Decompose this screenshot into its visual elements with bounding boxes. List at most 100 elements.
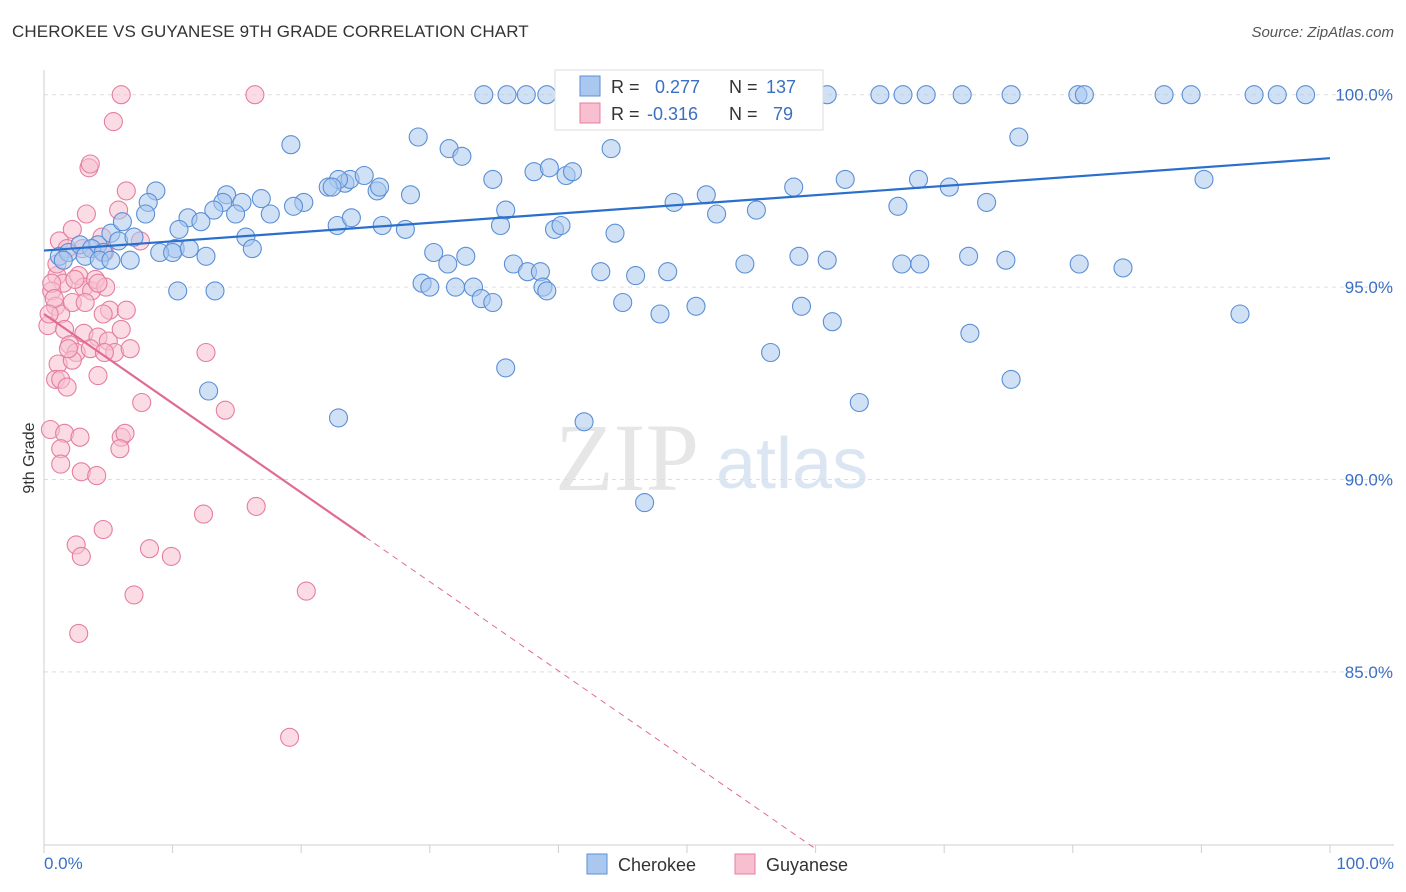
guyanese-point [246, 496, 266, 516]
cherokee-point [916, 85, 936, 105]
cherokee-point [226, 204, 246, 224]
cherokee-point [789, 246, 809, 266]
cherokee-point [199, 381, 219, 401]
cherokee-point [601, 139, 621, 159]
cherokee-point [452, 146, 472, 166]
legend-swatch-guyanese [579, 102, 601, 124]
watermark: ZIP atlas [555, 404, 868, 511]
cherokee-point [1009, 127, 1029, 147]
legend-swatch-cherokee [579, 75, 601, 97]
cherokee-point [169, 219, 189, 239]
cherokee-point [112, 212, 132, 232]
cherokee-point [242, 239, 262, 259]
cherokee-point [474, 85, 494, 105]
cherokee-point [370, 177, 390, 197]
guyanese-point [139, 539, 160, 559]
cherokee-point [445, 277, 466, 297]
cherokee-point [168, 281, 188, 301]
cherokee-point [870, 85, 890, 105]
cherokee-point [939, 177, 959, 197]
guyanese-point [116, 181, 136, 201]
cherokee-point [605, 223, 625, 243]
guyanese-point [70, 427, 90, 447]
guyanese-point [215, 400, 235, 420]
guyanese-point [80, 154, 100, 174]
cherokee-point [438, 254, 458, 274]
cherokee-point [888, 196, 908, 216]
cherokee-point [746, 200, 766, 220]
legend-r-value-guyanese: -0.316 [647, 104, 698, 124]
guyanese-point [39, 304, 59, 324]
cherokee-point [101, 250, 121, 270]
cherokee-point [260, 204, 280, 224]
cherokee-point [908, 169, 929, 189]
cherokee-point [490, 215, 511, 236]
cherokee-point [574, 412, 594, 432]
guyanese-point [280, 727, 300, 747]
y-tick-labels: 85.0% 90.0% 95.0% 100.0% [1335, 86, 1393, 682]
cherokee-point [664, 192, 684, 212]
guyanese-point [87, 466, 107, 486]
series-guyanese [38, 85, 316, 747]
x-ticks [43, 845, 1331, 853]
cherokee-point [251, 189, 271, 209]
guyanese-point [93, 304, 113, 324]
cherokee-point [1267, 85, 1287, 105]
guyanese-point [124, 585, 144, 605]
x-tick-label-max: 100.0% [1336, 854, 1394, 873]
y-tick-label: 85.0% [1345, 663, 1393, 682]
cherokee-point [562, 162, 583, 182]
cherokee-point [784, 177, 804, 197]
cherokee-point [281, 135, 301, 155]
cherokee-point [400, 185, 421, 205]
cherokee-point [658, 262, 678, 282]
cherokee-point [420, 277, 440, 297]
guyanese-point [88, 366, 108, 386]
guyanese-point [94, 342, 114, 363]
guyanese-point [116, 300, 136, 320]
guyanese-trend-line [43, 313, 367, 539]
cherokee-point [1154, 85, 1174, 105]
cherokee-point [537, 85, 557, 105]
bottom-legend-label-guyanese: Guyanese [766, 855, 848, 875]
guyanese-point [103, 112, 123, 132]
guyanese-point [51, 454, 71, 474]
watermark-atlas: atlas [716, 424, 868, 504]
cherokee-point [892, 254, 912, 274]
bottom-legend-label-cherokee: Cherokee [618, 855, 696, 875]
cherokee-point [1244, 85, 1264, 105]
y-axis-title: 9th Grade [21, 422, 38, 493]
cherokee-point [537, 281, 557, 301]
cherokee-point [497, 85, 517, 105]
cherokee-point [179, 239, 199, 259]
cherokee-point [613, 292, 633, 313]
guyanese-point [111, 85, 131, 105]
guyanese-point [57, 377, 77, 397]
correlation-legend: R = 0.277 N = 137 R = -0.316 N = 79 [554, 69, 824, 131]
cherokee-point [424, 242, 444, 263]
gridlines [44, 94, 1394, 673]
cherokee-point [910, 254, 930, 274]
y-tick-label: 100.0% [1335, 86, 1393, 105]
cherokee-point [196, 246, 216, 266]
cherokee-point [283, 196, 304, 216]
cherokee-point [539, 158, 559, 178]
cherokee-point [483, 169, 503, 189]
cherokee-point [761, 342, 781, 363]
cherokee-point [822, 312, 842, 332]
y-tick-label: 90.0% [1345, 470, 1393, 489]
cherokee-point [322, 177, 342, 197]
trend-lines [43, 157, 1331, 850]
guyanese-point [65, 269, 85, 289]
guyanese-point [196, 342, 216, 363]
cherokee-point [959, 246, 979, 266]
cherokee-point [136, 204, 156, 224]
cherokee-point [1001, 85, 1021, 105]
cherokee-point [1181, 85, 1201, 105]
axes [43, 70, 1394, 846]
cherokee-point [835, 169, 855, 189]
cherokee-point [626, 266, 646, 286]
cherokee-point [1069, 254, 1089, 274]
guyanese-point [296, 581, 316, 601]
